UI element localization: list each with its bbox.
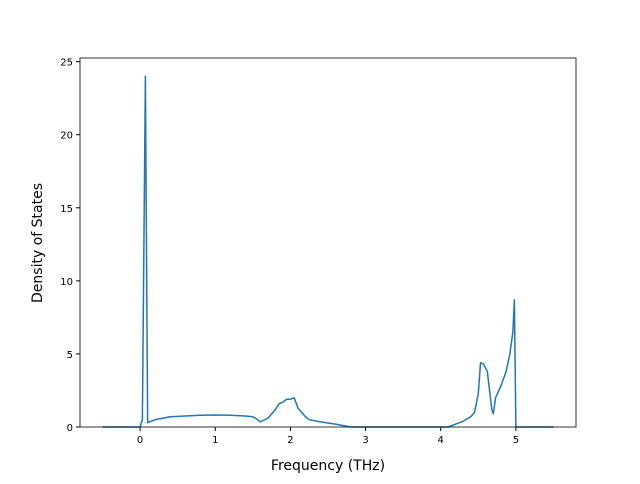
x-tick-label: 3 [362,435,368,446]
y-tick-label: 5 [67,350,73,361]
y-tick-label: 0 [67,423,73,434]
y-tick-label: 25 [60,58,73,69]
y-tick-label: 10 [60,277,73,288]
line [102,75,554,428]
x-tick-label: 1 [212,435,218,446]
x-tick-label: 5 [513,435,519,446]
plot-frame [79,57,577,428]
x-tick-label: 0 [137,435,143,446]
x-axis-label: Frequency (THz) [271,458,385,474]
y-axis-label: Density of States [30,183,46,303]
x-tick-label: 2 [287,435,293,446]
y-tick-label: 20 [60,131,73,142]
x-tick-label: 4 [438,435,444,446]
y-tick-label: 15 [60,204,73,215]
